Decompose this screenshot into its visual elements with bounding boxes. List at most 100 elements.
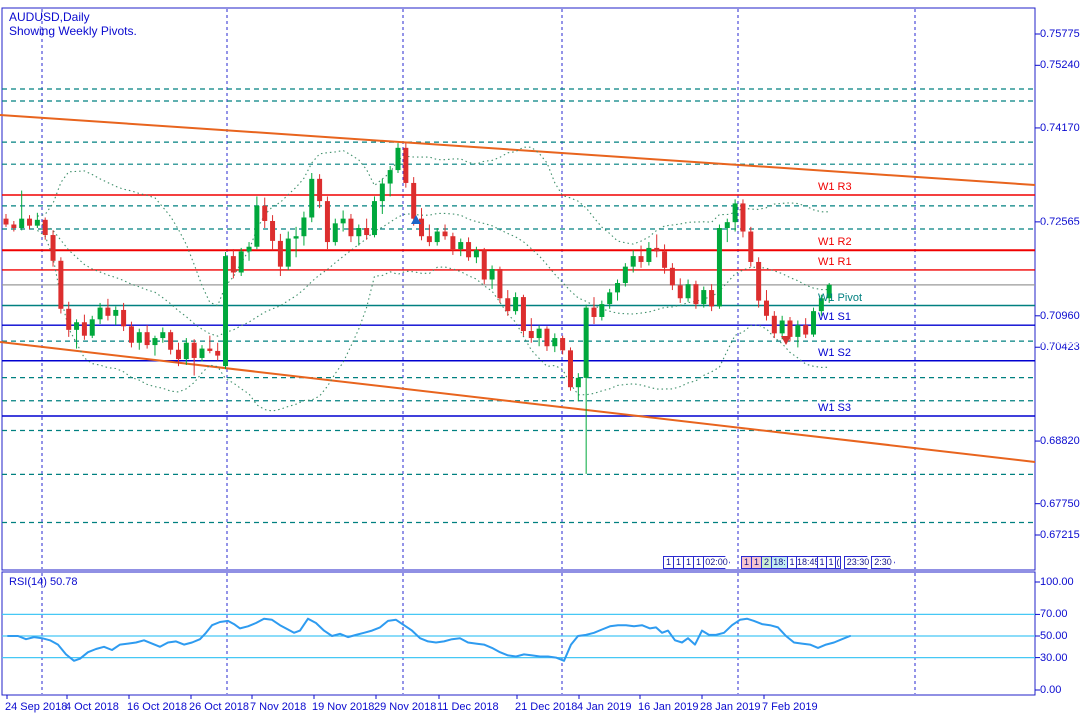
- rsi-indicator-label: RSI(14) 50.78: [9, 576, 78, 588]
- candle-body-up: [622, 266, 628, 284]
- candle-body-up: [19, 218, 25, 229]
- price-axis-label: 0.67750: [1040, 497, 1080, 510]
- price-axis-badge: 0.68251: [1040, 468, 1080, 481]
- price-axis-badge: 0.70192: [1040, 354, 1080, 367]
- pivot-label-w1-r1: W1 R1: [818, 255, 852, 268]
- candle-body-down: [262, 205, 268, 221]
- price-axis-label: 0.75775: [1040, 28, 1080, 40]
- candle-body-down: [520, 297, 526, 332]
- candle-body-down: [466, 242, 472, 258]
- price-axis-badge: 0.74630: [1040, 95, 1080, 107]
- candle-body-down: [709, 290, 715, 307]
- price-axis-badge: 0.71488: [1040, 278, 1080, 291]
- rsi-axis-label: 100.00: [1040, 576, 1074, 588]
- candle-body-up: [371, 201, 377, 236]
- rsi-line: [7, 617, 851, 662]
- candle-body-up: [599, 304, 605, 317]
- candle-body-up: [246, 246, 252, 252]
- candle-body-up: [536, 328, 542, 339]
- pivot-label-w1-s2: W1 S2: [818, 346, 852, 359]
- candle-body-up: [387, 170, 393, 184]
- candle-body-up: [395, 147, 401, 171]
- candle-body-up: [223, 256, 229, 367]
- candle-body-up: [152, 338, 158, 346]
- candle-body-down: [42, 219, 48, 236]
- candle-body-down: [567, 350, 573, 388]
- candle-body-up: [811, 311, 817, 335]
- candle-body-down: [215, 350, 221, 356]
- candle-body-up: [795, 325, 801, 337]
- candle-body-down: [168, 332, 174, 350]
- candle-body-down: [693, 284, 699, 305]
- candle-body-up: [379, 183, 385, 202]
- candle-body-down: [481, 250, 487, 280]
- candle-body-down: [677, 285, 683, 299]
- candle-body-up: [254, 205, 260, 247]
- candle-body-up: [630, 256, 636, 267]
- candle-body-up: [716, 228, 722, 307]
- candle-body-down: [81, 322, 87, 336]
- rsi-panel-border: [1, 571, 1036, 696]
- candle-body-up: [701, 290, 707, 305]
- candle-body-up: [301, 217, 307, 237]
- candle-body-down: [591, 307, 597, 317]
- candle-body-up: [285, 238, 291, 267]
- candle-body-down: [654, 247, 660, 252]
- price-axis-badge: 0.73928: [1040, 136, 1080, 149]
- candle-body-down: [771, 315, 777, 334]
- price-axis-label: 0.75240: [1040, 59, 1080, 72]
- candle-body-down: [175, 349, 181, 360]
- candle-body-down: [544, 328, 550, 347]
- session-marker-box: (: [835, 556, 841, 569]
- candle-body-up: [489, 268, 495, 280]
- rsi-axis-label: 70.00: [1040, 608, 1068, 621]
- candle-body-down: [324, 201, 330, 243]
- price-axis-badge: 0.69248: [1040, 410, 1080, 422]
- candle-body-up: [238, 251, 244, 273]
- candle-body-up: [293, 236, 299, 239]
- price-axis-badge: 0.69904: [1040, 371, 1080, 384]
- price-axis-badge: 0.67428: [1040, 516, 1080, 529]
- rsi-axis-label: 30.00: [1040, 651, 1068, 664]
- candle-body-up: [309, 178, 315, 218]
- date-axis-label: 29 Nov 2018: [374, 701, 437, 713]
- candle-body-down: [50, 235, 56, 261]
- candle-body-up: [724, 222, 730, 229]
- session-marker-box: 2:30: [871, 556, 895, 569]
- candle-body-down: [207, 348, 213, 351]
- chart-subtitle: Showing Weekly Pivots.: [9, 24, 137, 38]
- candle-body-down: [669, 267, 675, 286]
- session-marker-box: 02:00: [703, 556, 730, 569]
- candle-body-up: [89, 319, 95, 336]
- candle-body-down: [638, 256, 644, 262]
- candle-body-up: [458, 242, 464, 250]
- candle-body-down: [426, 236, 432, 243]
- candle-body-up: [183, 342, 189, 360]
- candle-body-down: [277, 240, 283, 267]
- candle-body-down: [740, 203, 746, 232]
- candle-body-down: [191, 342, 197, 358]
- candle-body-down: [27, 218, 33, 226]
- candle-body-up: [826, 284, 832, 299]
- candle-body-up: [646, 247, 652, 262]
- price-axis-badge: 0.72443: [1040, 223, 1080, 235]
- bollinger-middle-band: [37, 212, 830, 337]
- candle-body-up: [74, 322, 80, 330]
- price-axis-badge: 0.72838: [1040, 199, 1080, 212]
- session-marker-box: 1: [693, 556, 704, 569]
- session-marker-box: 23:30: [844, 556, 872, 569]
- candle-body-down: [787, 320, 793, 337]
- price-axis-label: 0.74170: [1040, 121, 1080, 134]
- candle-body-down: [662, 251, 668, 268]
- pivot-label-w1-s1: W1 S1: [818, 311, 852, 324]
- pivot-label-w1-r3: W1 R3: [818, 181, 852, 193]
- candle-body-down: [748, 231, 754, 262]
- candle-body-up: [473, 250, 479, 258]
- candle-body-down: [230, 256, 236, 273]
- candle-body-up: [199, 348, 205, 358]
- candle-body-down: [411, 182, 417, 219]
- date-axis-label: 19 Nov 2018: [312, 701, 375, 713]
- pivot-label-w1-s3: W1 S3: [818, 402, 852, 414]
